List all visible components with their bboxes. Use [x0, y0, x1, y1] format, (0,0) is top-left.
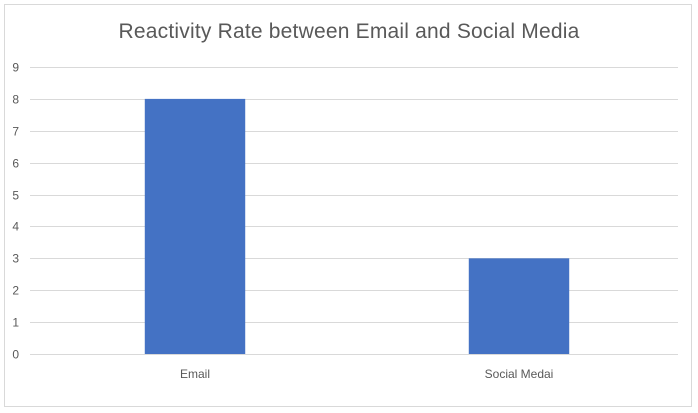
y-tick-label: 2 [12, 284, 19, 298]
bar-social-medai [468, 258, 570, 354]
y-tick-label: 5 [12, 189, 19, 203]
y-tick-label: 4 [12, 220, 19, 234]
chart-frame [4, 4, 692, 407]
y-tick-label: 7 [12, 125, 19, 139]
y-tick-label: 0 [12, 348, 19, 362]
y-tick-label: 3 [12, 252, 19, 266]
x-tick-label: Email [180, 367, 210, 381]
y-tick-label: 6 [12, 157, 19, 171]
y-tick-label: 8 [12, 93, 19, 107]
x-axis-ticks: Email Social Medai [180, 367, 553, 381]
chart-title: Reactivity Rate between Email and Social… [118, 20, 580, 43]
y-tick-label: 1 [12, 316, 19, 330]
bars [144, 98, 570, 354]
y-axis-ticks: 0 1 2 3 4 5 6 7 8 9 [12, 61, 19, 362]
y-tick-label: 9 [12, 61, 19, 75]
bar-email [144, 98, 246, 354]
x-tick-label: Social Medai [485, 367, 554, 381]
gridlines [30, 67, 678, 355]
